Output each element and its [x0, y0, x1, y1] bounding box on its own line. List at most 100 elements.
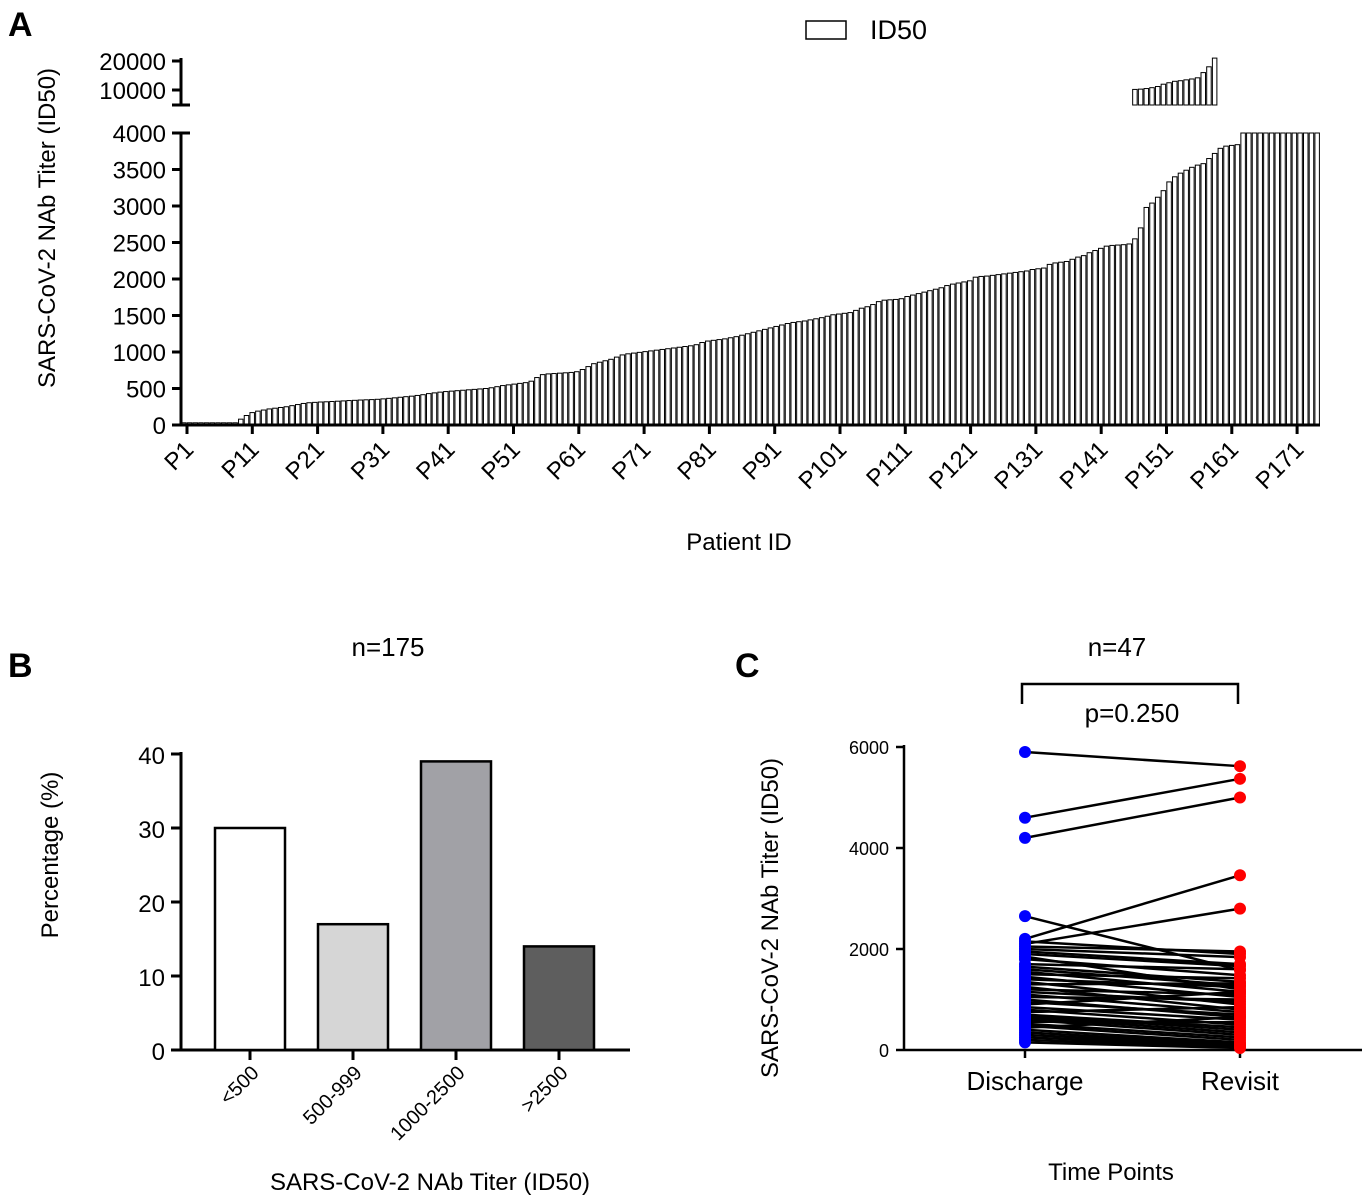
bar — [1103, 245, 1110, 426]
bar — [836, 313, 842, 426]
bar — [277, 406, 284, 426]
bar — [1303, 132, 1309, 426]
bar — [841, 312, 848, 426]
bar — [801, 320, 808, 426]
x-tick-label: P151 — [1120, 436, 1179, 495]
bar — [568, 371, 574, 426]
bar — [733, 336, 740, 426]
bar — [870, 304, 876, 426]
bar — [858, 307, 865, 426]
revisit-point — [1234, 1001, 1246, 1014]
panel-b-title: n=175 — [351, 632, 424, 662]
paired-line — [1024, 990, 1241, 1006]
bar — [648, 350, 654, 426]
bar — [722, 338, 728, 426]
paired-line — [1024, 1000, 1241, 1016]
bar — [1211, 152, 1218, 426]
bar — [1285, 132, 1292, 426]
bar — [317, 401, 324, 426]
panel-c-axes: 0 2000 4000 6000 Discharge Revisit — [849, 738, 1362, 1096]
paired-line — [1024, 952, 1241, 968]
bar — [898, 298, 905, 426]
bar — [556, 372, 563, 426]
x-tick-label: P141 — [1055, 436, 1114, 495]
bar-upper-segment — [1166, 82, 1172, 106]
y-tick-label: 40 — [138, 743, 165, 770]
bar — [397, 396, 404, 426]
legend-swatch — [805, 20, 847, 40]
bar — [938, 287, 945, 426]
bar — [813, 318, 819, 426]
panel-c-x-axis-title: Time Points — [1048, 1159, 1174, 1186]
x-tick-label: P81 — [672, 436, 721, 485]
panel-c-chart: n=47 p=0.250 0 2000 4000 6000 Discharge Revis… — [757, 632, 1362, 1186]
y-tick-label: 2000 — [113, 267, 166, 294]
bar — [915, 293, 922, 426]
paired-line — [1024, 950, 1241, 966]
bar — [579, 369, 586, 426]
y-tick-label: 20000 — [99, 49, 166, 76]
bar-upper-segment — [1132, 88, 1138, 106]
paired-line — [1024, 1005, 1241, 1014]
bar — [995, 274, 1001, 426]
bar — [369, 399, 375, 426]
bar — [482, 388, 489, 426]
bar — [471, 388, 478, 426]
bar — [1046, 263, 1053, 426]
bar — [295, 404, 301, 426]
bar — [921, 291, 927, 426]
paired-line — [1024, 1038, 1241, 1049]
bar — [602, 360, 609, 426]
bar — [408, 395, 415, 426]
bar — [522, 382, 529, 426]
bar — [659, 348, 665, 426]
bar — [1280, 132, 1286, 426]
bar — [676, 346, 683, 426]
bar — [631, 352, 637, 426]
panel-b-chart: n=175 0 10 20 30 40 <500 500-999 1000-2500 >2500… — [37, 632, 630, 1196]
x-tick-label: Discharge — [966, 1066, 1083, 1096]
x-tick-label: P111 — [861, 436, 917, 492]
bar — [699, 342, 705, 426]
panel-c-points — [1019, 746, 1246, 1054]
bar — [1240, 132, 1246, 426]
bar — [1177, 172, 1184, 426]
bar — [477, 388, 483, 426]
revisit-point — [1234, 963, 1246, 976]
y-tick-label: 1000 — [113, 340, 166, 367]
bar — [1314, 132, 1320, 426]
bar — [465, 389, 472, 426]
bar — [522, 945, 596, 1052]
bar — [881, 299, 888, 426]
bar — [334, 400, 341, 426]
bar — [875, 301, 882, 426]
paired-line — [1024, 1015, 1241, 1030]
x-tick-label: Revisit — [1201, 1066, 1280, 1096]
x-tick-label: P121 — [924, 436, 983, 495]
paired-line — [1024, 750, 1241, 768]
bar — [693, 344, 700, 426]
panel-a-letter: A — [8, 6, 33, 44]
bar — [642, 351, 648, 426]
x-tick-label: <500 — [216, 1062, 263, 1109]
p-value-annotation: p=0.250 — [1085, 698, 1180, 728]
x-tick-label: 1000-2500 — [386, 1062, 469, 1145]
bar — [687, 345, 694, 426]
bar — [1154, 196, 1161, 426]
bar — [955, 282, 962, 426]
bar-upper-segment — [1189, 78, 1195, 106]
bar — [346, 400, 352, 426]
bar — [989, 274, 996, 426]
y-tick-label: 0 — [152, 1039, 165, 1066]
bar — [1200, 163, 1207, 426]
bar — [682, 346, 688, 426]
discharge-point — [1019, 910, 1031, 923]
bar — [978, 275, 984, 426]
x-tick-label: P171 — [1251, 436, 1310, 495]
bar — [1234, 144, 1241, 426]
y-tick-label: 3500 — [113, 158, 166, 185]
bar — [1137, 227, 1144, 426]
bar — [460, 389, 466, 426]
panel-a-y-axis-title: SARS-CoV-2 NAb Titer (ID50) — [34, 68, 61, 388]
discharge-point — [1019, 746, 1031, 759]
